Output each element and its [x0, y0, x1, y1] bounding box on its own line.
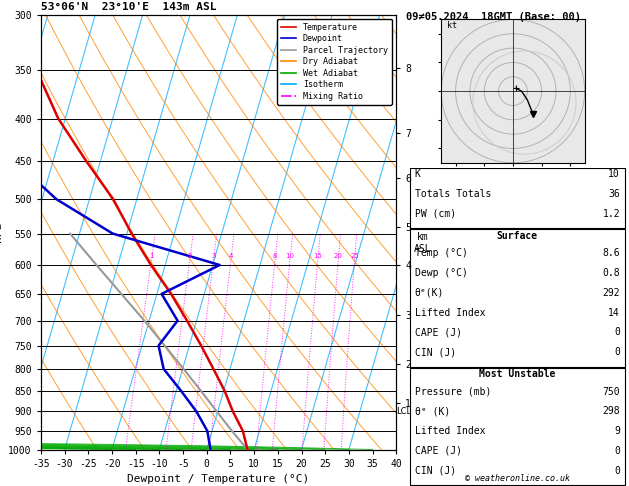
Y-axis label: km
ASL: km ASL — [413, 232, 431, 254]
Text: Totals Totals: Totals Totals — [415, 189, 491, 199]
Text: 298: 298 — [603, 406, 620, 417]
Text: 14: 14 — [608, 308, 620, 317]
Text: 25: 25 — [350, 253, 359, 259]
Text: CIN (J): CIN (J) — [415, 466, 456, 476]
Text: PW (cm): PW (cm) — [415, 208, 456, 219]
Text: 1.2: 1.2 — [603, 208, 620, 219]
Text: θᵉ(K): θᵉ(K) — [415, 288, 444, 298]
Text: 8: 8 — [273, 253, 277, 259]
Text: 10: 10 — [608, 169, 620, 179]
Text: Lifted Index: Lifted Index — [415, 426, 485, 436]
Text: 0: 0 — [614, 328, 620, 337]
Text: 2: 2 — [187, 253, 192, 259]
Text: 53°06'N  23°10'E  143m ASL: 53°06'N 23°10'E 143m ASL — [41, 2, 216, 13]
Text: 0.8: 0.8 — [603, 268, 620, 278]
Text: 9: 9 — [614, 426, 620, 436]
Text: Most Unstable: Most Unstable — [479, 369, 555, 380]
Text: 09≠05.2024  18GMT (Base: 00): 09≠05.2024 18GMT (Base: 00) — [406, 12, 581, 22]
Text: Lifted Index: Lifted Index — [415, 308, 485, 317]
Text: Surface: Surface — [497, 231, 538, 241]
Text: LCL: LCL — [396, 407, 411, 416]
Bar — [410, 368, 625, 486]
Text: kt: kt — [447, 21, 457, 30]
Bar — [410, 168, 625, 228]
Text: Temp (°C): Temp (°C) — [415, 248, 467, 259]
Bar — [410, 229, 625, 367]
Text: 15: 15 — [313, 253, 323, 259]
Text: 750: 750 — [603, 387, 620, 397]
Text: © weatheronline.co.uk: © weatheronline.co.uk — [465, 474, 570, 483]
Text: 8.6: 8.6 — [603, 248, 620, 259]
X-axis label: Dewpoint / Temperature (°C): Dewpoint / Temperature (°C) — [128, 474, 309, 484]
Text: 0: 0 — [614, 347, 620, 357]
Text: K: K — [415, 169, 421, 179]
Y-axis label: hPa: hPa — [0, 222, 3, 242]
Text: 292: 292 — [603, 288, 620, 298]
Text: 3: 3 — [211, 253, 216, 259]
Text: CAPE (J): CAPE (J) — [415, 328, 462, 337]
Text: θᵉ (K): θᵉ (K) — [415, 406, 450, 417]
Text: CAPE (J): CAPE (J) — [415, 446, 462, 456]
Text: CIN (J): CIN (J) — [415, 347, 456, 357]
Text: 0: 0 — [614, 446, 620, 456]
Text: 0: 0 — [614, 466, 620, 476]
Text: 4: 4 — [229, 253, 233, 259]
Text: 20: 20 — [334, 253, 343, 259]
Text: 10: 10 — [286, 253, 294, 259]
Text: Pressure (mb): Pressure (mb) — [415, 387, 491, 397]
Text: 36: 36 — [608, 189, 620, 199]
Legend: Temperature, Dewpoint, Parcel Trajectory, Dry Adiabat, Wet Adiabat, Isotherm, Mi: Temperature, Dewpoint, Parcel Trajectory… — [277, 19, 392, 105]
Text: Dewp (°C): Dewp (°C) — [415, 268, 467, 278]
Text: 1: 1 — [149, 253, 154, 259]
